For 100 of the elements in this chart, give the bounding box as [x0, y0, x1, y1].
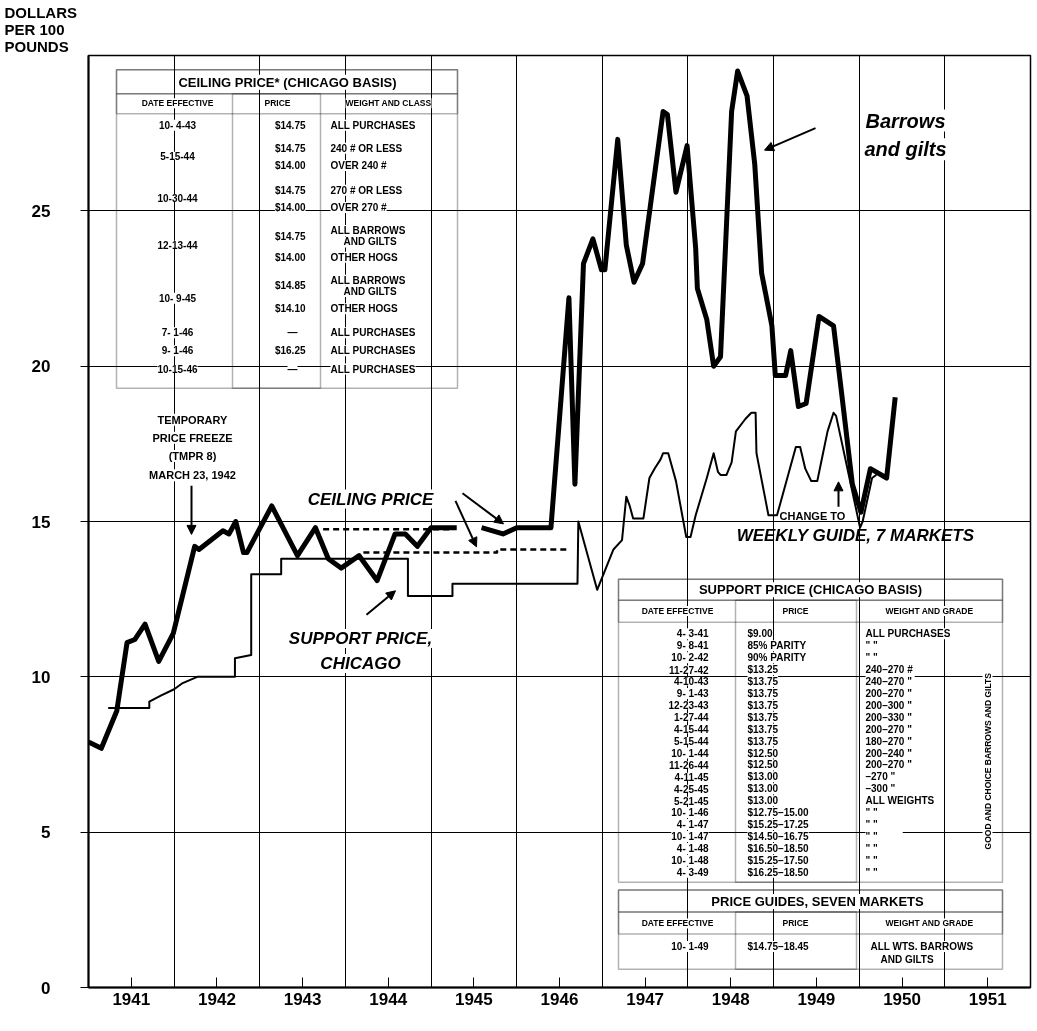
annotation: 10- 1-48: [671, 854, 709, 866]
annotation: —: [287, 327, 298, 339]
annotation: ALL BARROWS: [330, 274, 406, 286]
annotation: CEILING PRICE* (CHICAGO BASIS): [178, 74, 397, 90]
annotation: $14.00: [274, 251, 306, 263]
annotation: 10- 1-46: [671, 807, 709, 819]
annotation: 200–270 ": [865, 687, 913, 699]
annotation: AND GILTS: [343, 236, 397, 248]
annotation: $13.25: [747, 664, 779, 676]
annotation: 200–240 ": [865, 747, 913, 759]
annotation: 4-15-44: [674, 724, 709, 736]
annotation: —: [287, 363, 298, 375]
annotation: 90% PARITY: [747, 652, 807, 664]
x-tick-label: 1946: [540, 989, 579, 1009]
annotation: DATE EFFECTIVE: [141, 98, 214, 109]
annotation: 10- 2-42: [671, 652, 709, 664]
annotation: PRICE: [782, 918, 809, 929]
annotation: $14.00: [274, 201, 306, 213]
y-tick-label: 20: [31, 357, 51, 377]
annotation: WEIGHT AND GRADE: [885, 918, 974, 929]
annotation: SUPPORT PRICE (CHICAGO BASIS): [698, 582, 923, 598]
annotation: 200–330 ": [865, 711, 913, 723]
annotation: GOOD AND CHOICE BARROWS AND GILTS: [982, 672, 993, 850]
annotation: 10- 1-44: [671, 747, 709, 759]
annotation: ALL PURCHASES: [865, 628, 951, 640]
annotation: ALL PURCHASES: [330, 119, 416, 131]
annotation: 7- 1-46: [161, 327, 194, 339]
annotation: $14.75: [274, 142, 306, 154]
annotation: $13.75: [747, 687, 779, 699]
annotation: 10- 9-45: [158, 292, 197, 304]
annotation: " ": [865, 842, 879, 854]
annotation: $12.75–15.00: [747, 807, 810, 819]
annotation: $12.50: [747, 747, 779, 759]
annotation: PRICE: [782, 605, 809, 616]
annotation: $14.75: [274, 230, 306, 242]
annotation: $13.75: [747, 676, 779, 687]
annotation: 10- 4-43: [158, 119, 197, 131]
annotation: $9.00: [747, 628, 773, 640]
x-tick-label: 1945: [454, 989, 493, 1009]
x-tick-label: 1950: [883, 989, 921, 1009]
annotation: $16.25: [274, 345, 306, 357]
annotation: $13.75: [747, 723, 779, 735]
annotation: $14.10: [274, 303, 306, 315]
annotation: " ": [865, 866, 879, 878]
annotation: ALL WTS. BARROWS: [870, 940, 974, 952]
x-tick-label: 1947: [626, 989, 665, 1009]
annotation: 4- 3-41: [676, 628, 709, 640]
annotation: 240 # OR LESS: [330, 142, 403, 154]
annotation: PRICE GUIDES, SEVEN MARKETS: [711, 893, 925, 909]
annotation: " ": [865, 640, 879, 652]
x-tick-label: 1944: [369, 989, 408, 1009]
annotation: ALL PURCHASES: [330, 327, 416, 339]
annotation: 10- 1-47: [671, 830, 709, 842]
annotation: $13.75: [747, 711, 779, 723]
x-tick-label: 1942: [198, 989, 236, 1009]
annotation: 10-15-46: [157, 364, 198, 376]
annotation: SUPPORT PRICE, CHICAGO: [288, 629, 433, 673]
annotation: $16.25–18.50: [747, 866, 810, 878]
annotation: ALL PURCHASES: [330, 345, 416, 357]
annotation: OTHER HOGS: [330, 251, 399, 263]
annotation: $14.50–16.75: [747, 830, 810, 842]
annotation: $14.85: [274, 280, 306, 292]
annotation: 5-21-45: [674, 795, 709, 807]
y-tick-label: 5: [41, 823, 51, 843]
annotation: PRICE: [264, 98, 291, 109]
annotation: CEILING PRICE: [307, 489, 434, 509]
annotation: 9- 1-43: [676, 687, 709, 699]
y-tick-label: 15: [31, 512, 51, 532]
annotation: $14.00: [274, 159, 306, 171]
annotation: WEIGHT AND CLASS: [345, 98, 432, 109]
annotation: $14.75: [274, 119, 306, 131]
annotation: 1-27-44: [674, 712, 709, 724]
annotation: OVER 240 #: [330, 159, 388, 171]
annotation: 10-30-44: [157, 192, 198, 204]
annotation: 11-26-44: [669, 759, 709, 771]
annotation: AND GILTS: [880, 954, 934, 966]
annotation: 11-27-42: [669, 664, 709, 676]
annotation: 270 # OR LESS: [330, 184, 403, 196]
annotation: 4- 3-49: [676, 866, 709, 878]
annotation: $14.75: [274, 184, 306, 196]
annotation: OVER 270 #: [330, 201, 388, 213]
x-tick-label: 1941: [112, 989, 151, 1009]
annotation: $13.75: [747, 699, 779, 711]
annotation: 5-15-44: [674, 736, 709, 748]
annotation: 4- 1-48: [676, 842, 709, 854]
annotation: TEMPORARY PRICE FREEZE (TMPR 8) MARCH 23, 1942: [149, 413, 236, 482]
annotation: " ": [865, 652, 879, 664]
x-tick-label: 1943: [283, 989, 322, 1009]
y-tick-label: 0: [41, 978, 51, 998]
annotation: " ": [865, 854, 879, 866]
x-tick-label: 1951: [968, 989, 1007, 1009]
annotation: 4- 1-47: [676, 819, 709, 831]
annotation: 180–270 ": [865, 735, 913, 747]
annotation: AND GILTS: [343, 286, 397, 298]
annotation: 12-23-43: [668, 700, 709, 712]
annotation: " ": [865, 807, 879, 819]
annotation: 200–300 ": [865, 699, 913, 711]
y-tick-label: 25: [31, 201, 51, 221]
annotation: $13.00: [747, 771, 779, 783]
annotation: " ": [865, 830, 879, 842]
